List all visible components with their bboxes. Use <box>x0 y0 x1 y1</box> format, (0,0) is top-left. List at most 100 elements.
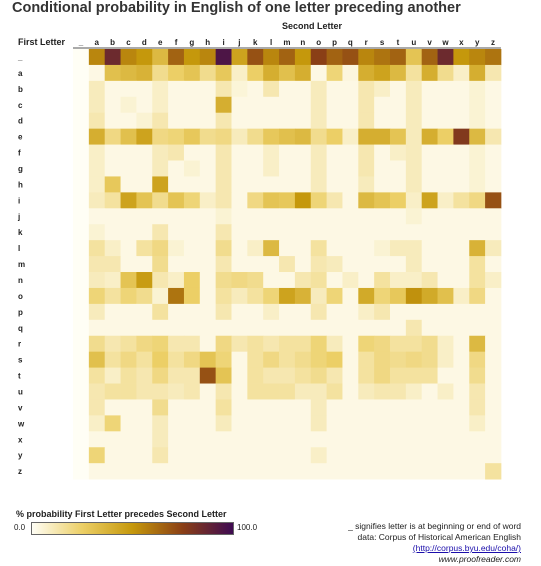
heatmap-cell <box>342 351 359 368</box>
site-link[interactable]: www.proofreader.com <box>438 554 521 564</box>
heatmap-cell <box>73 319 90 337</box>
heatmap-cell <box>421 335 438 353</box>
heatmap-cell <box>469 49 486 66</box>
heatmap-cell <box>88 287 106 305</box>
source-link[interactable]: (http://corpus.byu.edu/coha/) <box>412 543 521 553</box>
heatmap-cell <box>88 383 106 400</box>
heatmap-cell <box>453 192 470 209</box>
heatmap-cell <box>453 335 470 353</box>
heatmap-cell <box>215 272 232 289</box>
heatmap-cell <box>374 351 391 368</box>
heatmap-cell <box>104 367 121 384</box>
heatmap-cell <box>469 303 486 321</box>
heatmap-cell <box>88 415 106 432</box>
heatmap-cell <box>294 463 312 480</box>
heatmap-cell <box>310 367 327 384</box>
heatmap-cell <box>120 224 137 241</box>
heatmap-cell <box>104 224 121 241</box>
heatmap-cell <box>294 144 312 161</box>
heatmap-cell <box>437 335 454 353</box>
heatmap-cell <box>358 415 375 432</box>
heatmap-cell <box>168 351 185 368</box>
heatmap-cell <box>120 415 137 432</box>
heatmap-cell <box>120 192 137 209</box>
heatmap-cell <box>279 80 296 98</box>
heatmap-cell <box>231 224 248 241</box>
heatmap-cell <box>453 303 470 321</box>
heatmap-cell <box>405 399 423 416</box>
heatmap-cell <box>279 463 296 480</box>
heatmap-cell <box>469 463 486 480</box>
heatmap-cell <box>358 367 375 384</box>
heatmap-cell <box>485 208 502 225</box>
heatmap-cell <box>120 303 137 321</box>
heatmap-cell <box>453 176 470 193</box>
heatmap-cell <box>405 287 423 305</box>
heatmap-cell <box>120 160 137 177</box>
heatmap-cell <box>263 272 280 289</box>
heatmap-cell <box>358 144 375 161</box>
heatmap-cell <box>358 303 375 321</box>
heatmap-cell <box>152 96 169 114</box>
heatmap-cell <box>437 383 454 400</box>
heatmap-cell <box>279 303 296 321</box>
heatmap-cell <box>104 383 121 400</box>
heatmap-cell <box>104 447 121 464</box>
heatmap-cell <box>421 192 438 209</box>
heatmap-cell <box>215 96 232 114</box>
heatmap-cell <box>88 272 106 289</box>
heatmap-cell <box>183 287 201 305</box>
heatmap-cell <box>215 112 232 130</box>
heatmap-cell <box>437 112 454 130</box>
heatmap-cell <box>183 415 201 432</box>
heatmap-cell <box>437 144 454 161</box>
heatmap-cell <box>294 415 312 432</box>
heatmap-cell <box>247 96 264 114</box>
heatmap-cell <box>263 160 280 177</box>
heatmap-cell <box>152 208 169 225</box>
heatmap-cell <box>421 96 438 114</box>
heatmap-cell <box>183 383 201 400</box>
heatmap-cell <box>263 367 280 384</box>
heatmap-cell <box>358 112 375 130</box>
row-label: h <box>18 180 23 189</box>
heatmap-cell <box>104 399 121 416</box>
heatmap-cell <box>199 128 217 145</box>
heatmap-cell <box>199 256 217 273</box>
heatmap-cell <box>453 383 470 400</box>
heatmap-cell <box>168 160 185 177</box>
heatmap-cell <box>247 272 264 289</box>
heatmap-cell <box>279 49 296 66</box>
heatmap-cell <box>215 256 232 273</box>
heatmap-cell <box>136 447 153 464</box>
heatmap-cell <box>136 415 153 432</box>
heatmap-cell <box>183 351 201 368</box>
column-label: x <box>459 38 464 47</box>
heatmap-cell <box>263 224 280 241</box>
heatmap-cell <box>263 431 280 448</box>
heatmap-cell <box>453 128 470 145</box>
heatmap-cell <box>326 128 343 145</box>
heatmap-cell <box>405 335 423 353</box>
heatmap-cell <box>469 128 486 145</box>
heatmap-cell <box>136 287 153 305</box>
heatmap-cell <box>136 208 153 225</box>
heatmap-cell <box>485 128 502 145</box>
row-label: b <box>18 85 23 94</box>
heatmap-cell <box>485 49 502 66</box>
heatmap-cell <box>120 431 137 448</box>
heatmap-cell <box>326 287 343 305</box>
heatmap-cell <box>421 240 438 257</box>
heatmap-cell <box>168 399 185 416</box>
heatmap-cell <box>310 415 327 432</box>
heatmap-cell <box>469 64 486 82</box>
heatmap-cell <box>199 80 217 98</box>
heatmap-cell <box>152 192 169 209</box>
heatmap-cell <box>104 80 121 98</box>
heatmap-cell <box>215 431 232 448</box>
heatmap-cell <box>485 112 502 130</box>
heatmap-cell <box>136 256 153 273</box>
heatmap-cell <box>485 367 502 384</box>
heatmap-cell <box>279 144 296 161</box>
